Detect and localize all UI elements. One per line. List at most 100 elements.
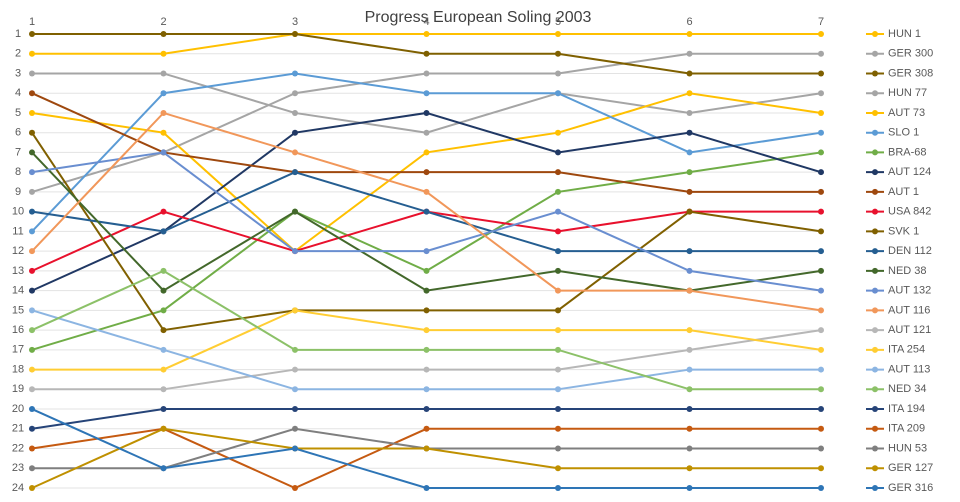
- point: [29, 267, 35, 274]
- point: [686, 287, 693, 294]
- point: [292, 109, 298, 116]
- legend-marker: [872, 70, 878, 77]
- x-tick-label: 4: [423, 16, 429, 28]
- series: [29, 327, 824, 393]
- series: [29, 425, 824, 491]
- point: [160, 208, 167, 215]
- point: [292, 248, 298, 255]
- point: [423, 425, 430, 432]
- legend-marker: [872, 346, 878, 353]
- point: [160, 307, 167, 314]
- point: [686, 248, 693, 255]
- point: [160, 50, 167, 57]
- legend-marker: [872, 287, 878, 294]
- point: [160, 129, 167, 136]
- point: [686, 386, 693, 393]
- point: [423, 307, 430, 314]
- y-tick-label: 5: [15, 107, 21, 119]
- legend-label: DEN 112: [888, 245, 932, 257]
- legend-marker: [872, 425, 878, 432]
- point: [292, 425, 298, 432]
- legend-label: GER 308: [888, 67, 933, 79]
- point: [292, 445, 298, 452]
- point: [555, 366, 561, 373]
- y-tick-label: 3: [15, 67, 21, 79]
- point: [29, 287, 35, 294]
- point: [555, 208, 561, 215]
- legend-marker: [872, 208, 878, 215]
- point: [686, 129, 693, 136]
- point: [423, 386, 430, 393]
- y-tick-label: 22: [12, 442, 24, 454]
- series: [29, 267, 824, 393]
- point: [292, 406, 298, 413]
- grid: [32, 33, 821, 489]
- point: [686, 445, 693, 452]
- legend-marker: [872, 406, 878, 413]
- legend-label: HUN 77: [888, 87, 927, 99]
- point: [818, 188, 824, 195]
- point: [818, 346, 824, 353]
- point: [555, 485, 561, 491]
- legend-marker: [872, 445, 878, 452]
- point: [423, 129, 430, 136]
- point: [555, 445, 561, 452]
- point: [686, 366, 693, 373]
- point: [818, 208, 824, 215]
- point: [29, 129, 35, 136]
- point: [160, 406, 167, 413]
- x-tick-label: 2: [160, 16, 166, 28]
- point: [818, 465, 824, 472]
- y-tick-label: 24: [12, 482, 24, 494]
- point: [29, 386, 35, 393]
- point: [292, 386, 298, 393]
- point: [160, 267, 167, 274]
- x-tick-label: 1: [29, 16, 35, 28]
- point: [555, 386, 561, 393]
- legend-marker: [872, 90, 878, 97]
- point: [423, 149, 430, 156]
- legend-label: AUT 124: [888, 166, 931, 178]
- point: [423, 109, 430, 116]
- legend-marker: [872, 129, 878, 136]
- point: [423, 31, 430, 37]
- point: [160, 90, 167, 97]
- legend-marker: [872, 149, 878, 156]
- legend-marker: [872, 267, 878, 274]
- point: [29, 445, 35, 452]
- series-line: [32, 72, 822, 134]
- series-line: [31, 427, 821, 489]
- series: [29, 149, 824, 294]
- legend-label: AUT 121: [888, 324, 931, 336]
- series-line: [31, 210, 821, 272]
- y-tick-label: 9: [15, 186, 21, 198]
- y-tick-label: 6: [15, 127, 21, 139]
- point: [686, 188, 693, 195]
- point: [292, 129, 298, 136]
- point: [160, 386, 167, 393]
- point: [555, 169, 561, 176]
- legend-marker: [872, 109, 878, 116]
- point: [818, 248, 824, 255]
- series-line: [32, 329, 822, 391]
- point: [818, 169, 824, 176]
- point: [292, 169, 298, 176]
- point: [160, 149, 167, 156]
- y-tick-label: 17: [12, 344, 24, 356]
- point: [292, 90, 298, 97]
- legend-label: USA 842: [888, 206, 931, 218]
- y-tick-label: 2: [15, 48, 21, 60]
- legend-label: NED 38: [888, 265, 927, 277]
- y-tick-label: 13: [12, 265, 24, 277]
- point: [818, 267, 824, 274]
- point: [686, 149, 693, 156]
- series: [29, 109, 824, 294]
- point: [292, 70, 298, 77]
- point: [292, 485, 298, 491]
- point: [423, 208, 430, 215]
- series: [29, 90, 824, 195]
- point: [686, 327, 693, 334]
- x-tick-label: 3: [292, 16, 298, 28]
- series-line: [31, 427, 821, 490]
- point: [686, 346, 693, 353]
